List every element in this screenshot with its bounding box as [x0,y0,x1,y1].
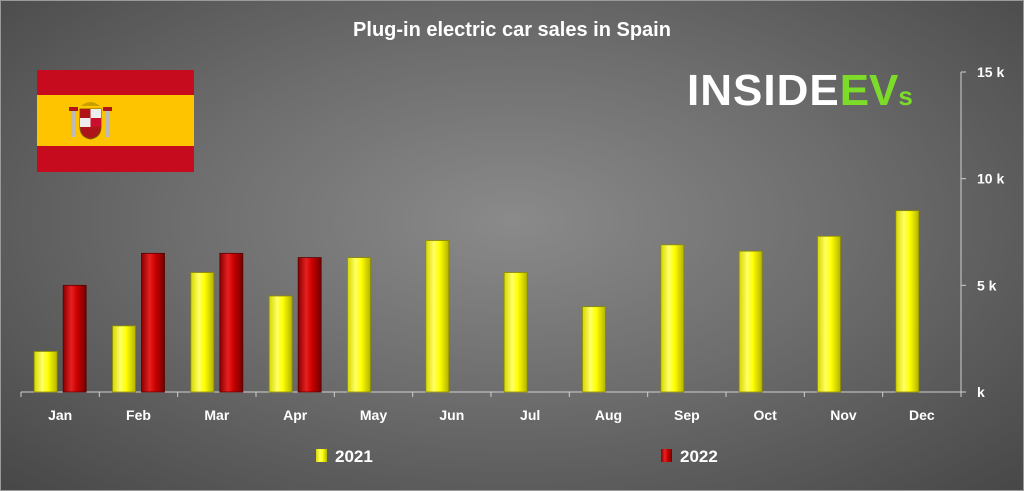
logo-s-text: s [898,81,912,111]
x-tick-label: Aug [595,407,622,423]
x-tick-label: May [360,407,387,423]
bar-2021-jun [425,240,450,393]
x-tick-label: Nov [830,407,857,423]
logo-ev-text: EV [840,66,899,115]
bar-2021-aug [582,306,606,393]
x-axis-labels: Jan Feb Mar Apr May Jun Jul Aug Sep Oct Nov Dec [48,407,935,423]
insideevs-logo: INSIDEEVs [687,66,913,115]
bar-2021-apr [268,295,293,393]
x-tick-label: Mar [204,407,229,423]
x-tick-label: Sep [674,407,700,423]
bar-2022-feb [141,252,165,393]
x-tick-label: Dec [909,407,935,423]
x-tick-label: Jun [439,407,464,423]
bar-2022-apr [297,257,322,393]
bar-2021-jul [503,272,528,393]
bar-2021-may [347,257,371,393]
spain-flag [37,70,194,172]
legend-swatch-2021 [316,449,327,462]
svg-text:INSIDEEVs: INSIDEEVs [687,66,913,115]
legend-label-2021: 2021 [335,447,373,466]
y-axis-labels: k 5 k 10 k 15 k [977,64,1004,400]
y-tick-label: 15 k [977,64,1004,80]
bar-2021-sep [660,244,685,393]
legend-swatch-2022 [661,449,672,462]
legend-label-2022: 2022 [680,447,718,466]
bar-2021-dec [895,210,920,393]
x-tick-label: Jan [48,407,72,423]
bar-2021-nov [817,235,841,393]
bar-2021-jan [33,351,58,393]
x-tick-label: Oct [753,407,777,423]
x-tick-label: Jul [520,407,540,423]
bar-2021-mar [190,272,215,393]
y-tick-label: 10 k [977,171,1004,187]
x-tick-label: Apr [283,407,308,423]
bar-2021-oct [738,250,763,393]
chart-axes [20,71,966,397]
chart-title: Plug-in electric car sales in Spain [353,19,671,41]
bar-2022-jan [62,284,87,393]
chart-bars [33,210,920,393]
legend: 2021 2022 [316,447,718,466]
bar-2022-mar [219,252,244,393]
bar-2021-feb [112,325,136,393]
flag-stripe-middle [37,95,194,146]
logo-inside-text: INSIDE [687,66,840,115]
x-tick-label: Feb [126,407,151,423]
y-tick-label: 5 k [977,277,997,293]
coat-of-arms-icon [69,102,112,140]
y-tick-label: k [977,384,985,400]
